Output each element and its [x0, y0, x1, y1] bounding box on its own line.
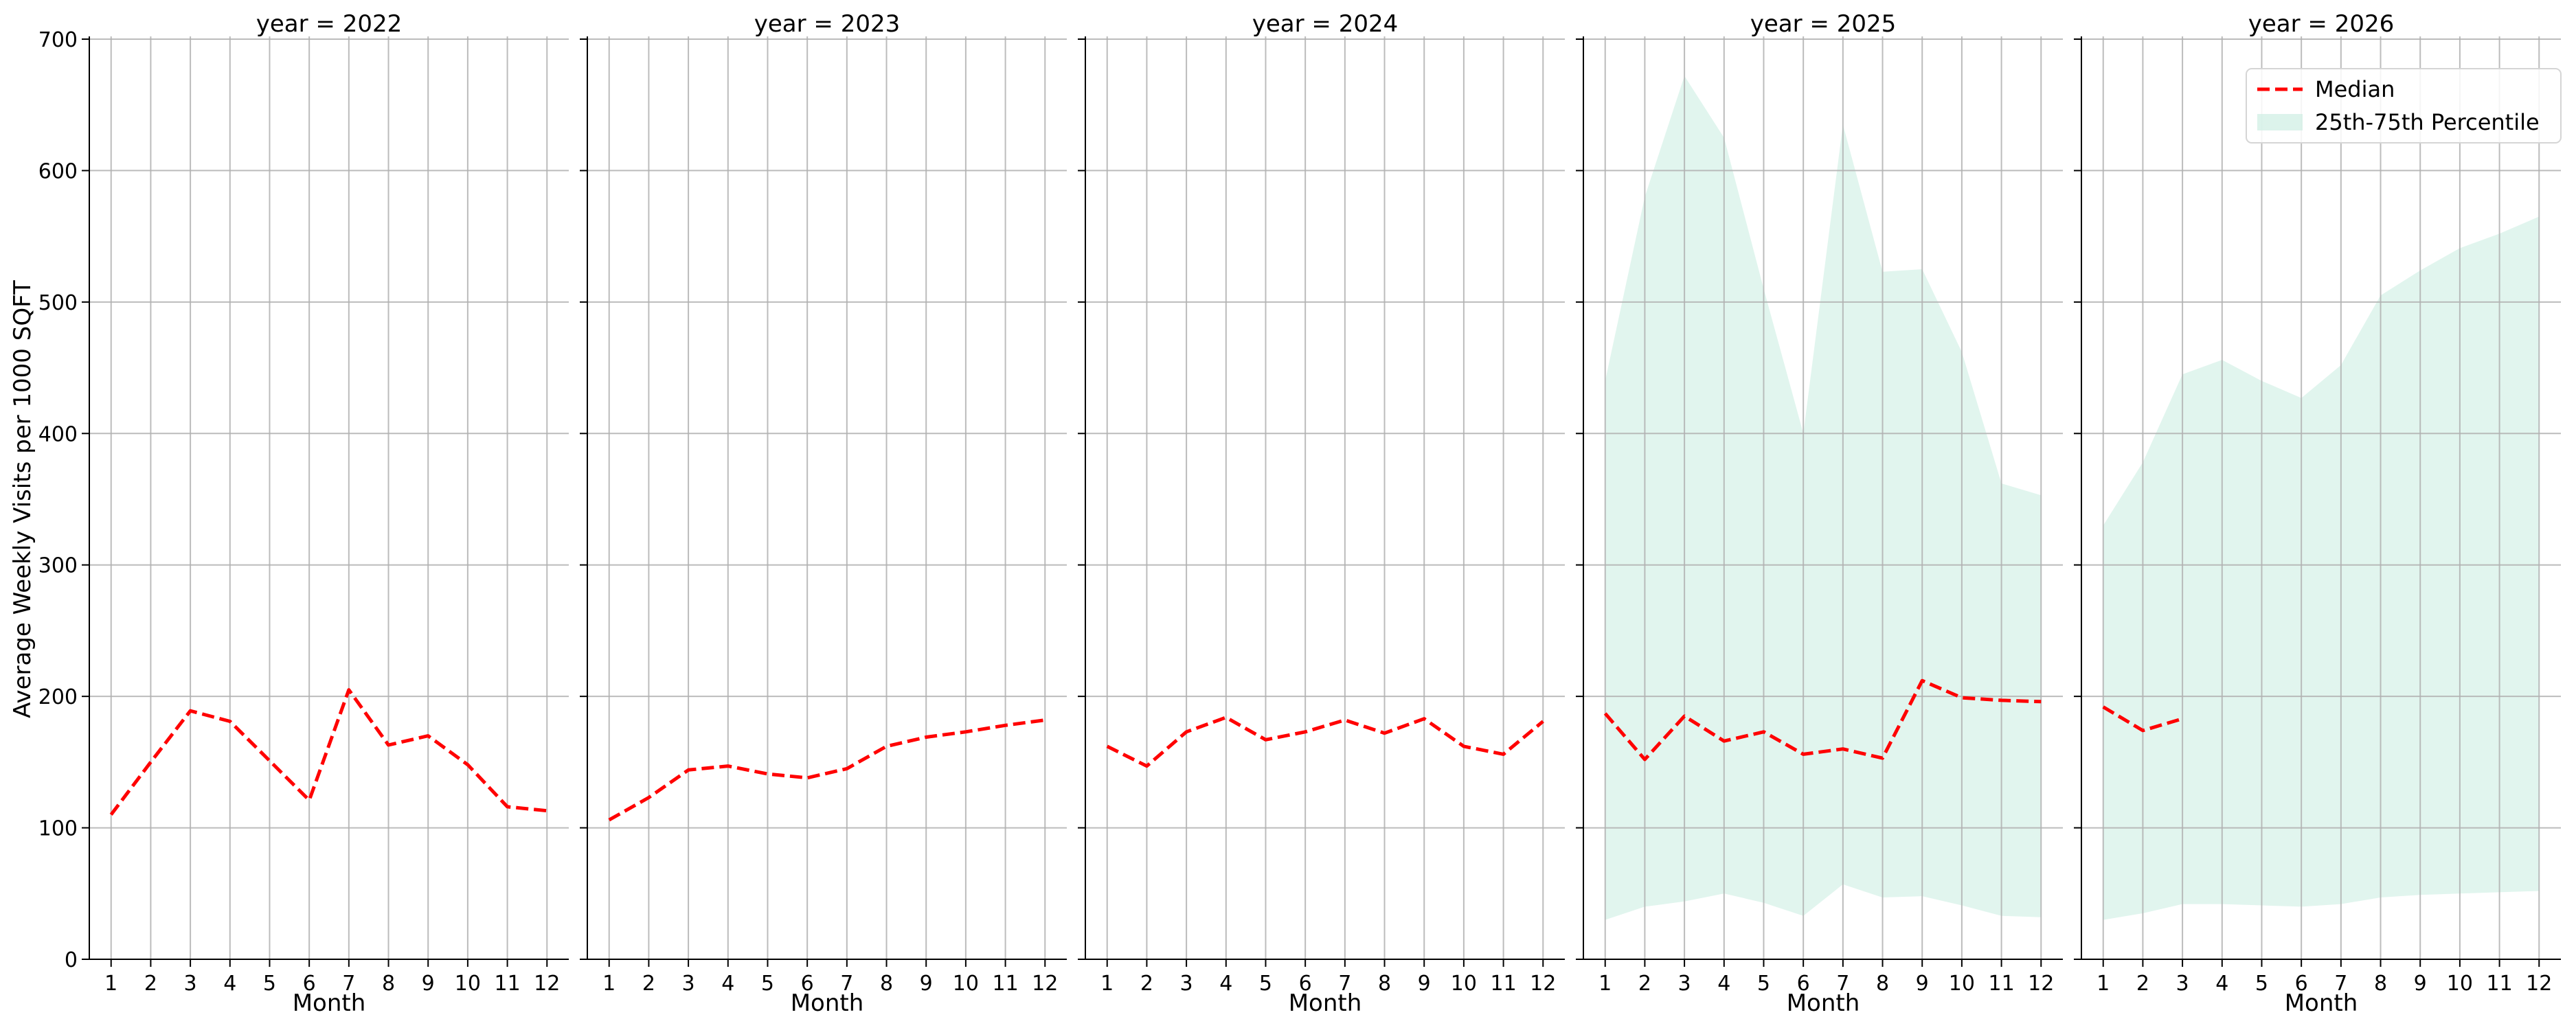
y-tick-label: 100 [38, 817, 78, 841]
x-axis-label: Month [1289, 989, 1362, 1017]
x-tick-label: 4 [721, 972, 734, 996]
x-axis-label: Month [1787, 989, 1860, 1017]
y-tick-label: 0 [65, 948, 78, 972]
x-tick-label: 12 [1032, 972, 1058, 996]
y-tick-label: 200 [38, 685, 78, 709]
x-tick-label: 7 [2334, 972, 2347, 996]
percentile-band [1605, 76, 2042, 920]
x-tick-label: 10 [1949, 972, 1975, 996]
x-tick-label: 8 [382, 972, 395, 996]
legend-label: 25th-75th Percentile [2315, 109, 2540, 135]
median-line [1603, 678, 2042, 762]
x-tick-label: 8 [1876, 972, 1889, 996]
x-tick-label: 5 [1757, 972, 1770, 996]
x-tick-label: 1 [1100, 972, 1114, 996]
x-tick-label: 4 [223, 972, 236, 996]
panel-title: year = 2026 [2248, 10, 2394, 38]
x-tick-label: 4 [1219, 972, 1232, 996]
x-tick-label: 2 [2136, 972, 2149, 996]
median-line [608, 718, 1046, 822]
x-tick-label: 9 [1418, 972, 1431, 996]
percentile-band [2103, 216, 2540, 920]
y-tick-label: 500 [38, 291, 78, 315]
x-tick-label: 11 [992, 972, 1018, 996]
x-tick-label: 6 [1299, 972, 1312, 996]
x-tick-label: 10 [455, 972, 481, 996]
panel-title: year = 2025 [1750, 10, 1896, 38]
x-tick-label: 3 [184, 972, 197, 996]
x-tick-label: 5 [761, 972, 774, 996]
x-tick-label: 12 [2526, 972, 2552, 996]
x-tick-label: 6 [2295, 972, 2308, 996]
x-tick-label: 12 [1530, 972, 1556, 996]
x-tick-label: 1 [2097, 972, 2110, 996]
x-tick-label: 7 [1338, 972, 1351, 996]
x-tick-label: 3 [2176, 972, 2189, 996]
x-tick-label: 6 [303, 972, 316, 996]
x-tick-label: 9 [920, 972, 933, 996]
x-tick-label: 1 [104, 972, 117, 996]
x-tick-label: 4 [2215, 972, 2228, 996]
x-tick-label: 1 [602, 972, 615, 996]
x-axis-label: Month [293, 989, 366, 1017]
x-tick-label: 1 [1598, 972, 1612, 996]
y-tick-label: 400 [38, 422, 78, 446]
legend-band-swatch [2257, 114, 2303, 130]
x-axis-label: Month [791, 989, 864, 1017]
x-tick-label: 5 [2255, 972, 2268, 996]
x-tick-label: 11 [2486, 972, 2512, 996]
x-axis-label: Month [2285, 989, 2358, 1017]
legend-label: Median [2315, 76, 2395, 102]
panel-title: year = 2023 [754, 10, 900, 38]
x-tick-label: 2 [1140, 972, 1153, 996]
x-tick-label: 11 [1490, 972, 1516, 996]
x-tick-label: 4 [1717, 972, 1730, 996]
x-tick-label: 7 [342, 972, 355, 996]
y-tick-label: 700 [38, 28, 78, 52]
x-tick-label: 2 [1638, 972, 1651, 996]
x-tick-label: 2 [144, 972, 157, 996]
x-tick-label: 8 [880, 972, 893, 996]
x-tick-label: 2 [642, 972, 655, 996]
x-tick-label: 7 [1836, 972, 1849, 996]
x-tick-label: 11 [494, 972, 520, 996]
x-tick-label: 10 [953, 972, 979, 996]
median-line [1106, 716, 1544, 768]
x-tick-label: 12 [534, 972, 560, 996]
x-tick-label: 8 [1378, 972, 1391, 996]
panel-title: year = 2024 [1252, 10, 1398, 38]
x-tick-label: 7 [840, 972, 853, 996]
x-tick-label: 5 [263, 972, 276, 996]
x-tick-label: 9 [422, 972, 435, 996]
panel-title: year = 2022 [256, 10, 402, 38]
x-tick-label: 5 [1259, 972, 1272, 996]
y-tick-label: 600 [38, 159, 78, 183]
x-tick-label: 6 [801, 972, 814, 996]
x-tick-label: 10 [2447, 972, 2473, 996]
x-tick-label: 6 [1797, 972, 1810, 996]
y-axis-label: Average Weekly Visits per 1000 SQFT [9, 280, 36, 718]
x-tick-label: 11 [1988, 972, 2014, 996]
x-tick-label: 8 [2374, 972, 2387, 996]
x-tick-label: 9 [1916, 972, 1929, 996]
legend: Median 25th-75th Percentile [2246, 68, 2562, 144]
x-tick-label: 9 [2414, 972, 2427, 996]
y-tick-label: 300 [38, 554, 78, 578]
median-line [2102, 705, 2183, 733]
median-line [109, 688, 547, 816]
x-tick-label: 12 [2028, 972, 2054, 996]
x-tick-label: 3 [1678, 972, 1691, 996]
x-tick-label: 10 [1451, 972, 1477, 996]
x-tick-label: 3 [682, 972, 695, 996]
x-tick-label: 3 [1180, 972, 1193, 996]
legend-box [2246, 68, 2562, 144]
